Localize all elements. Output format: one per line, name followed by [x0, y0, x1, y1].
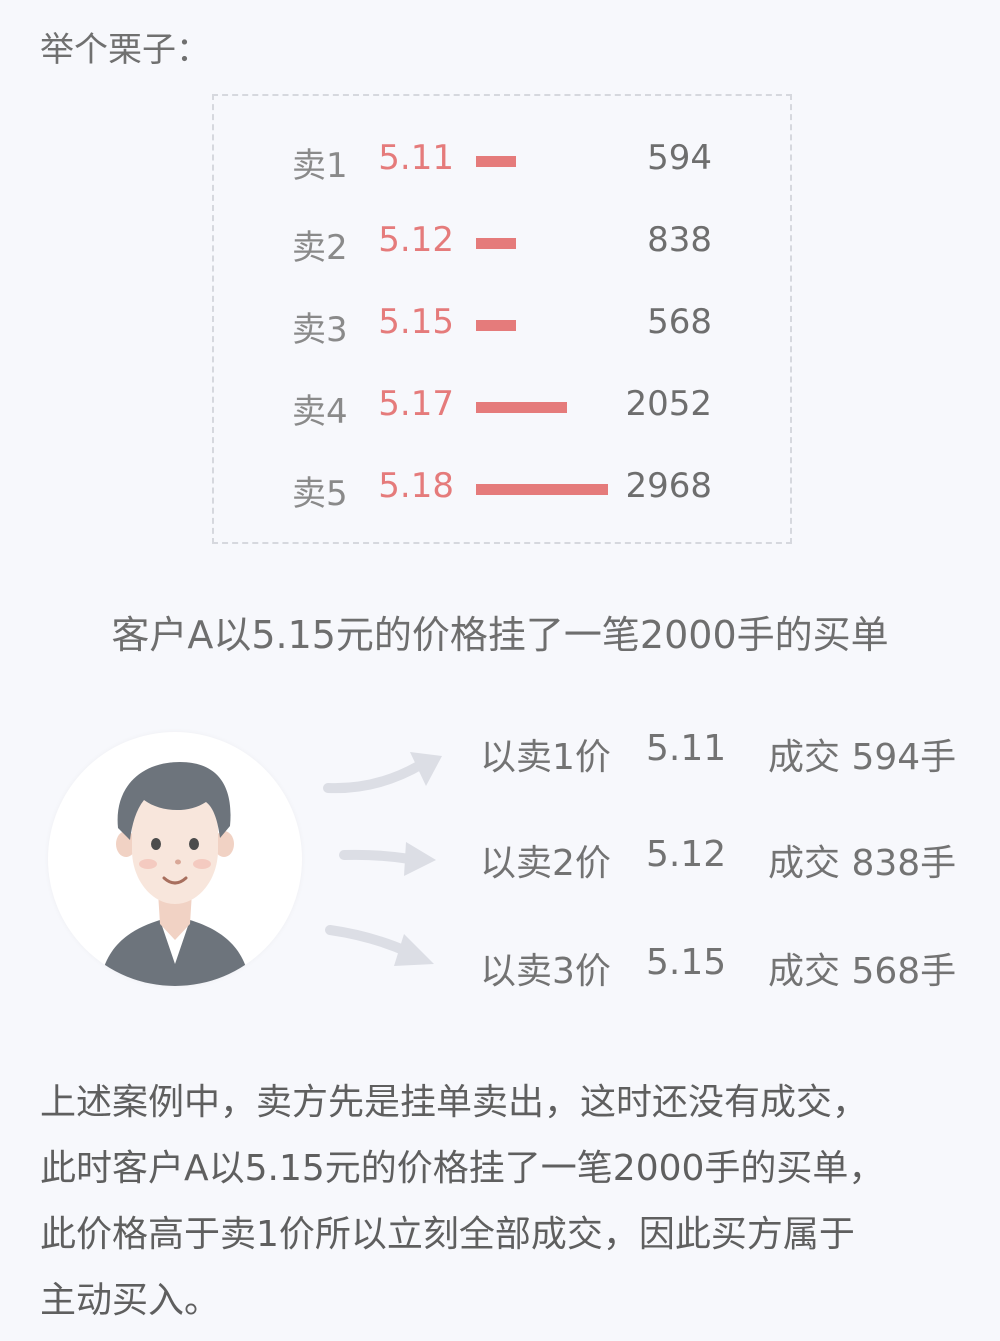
order-book-row: 卖1 5.11 594	[214, 132, 790, 186]
arrow-down-right-icon	[325, 925, 434, 966]
ask-volume: 568	[647, 302, 712, 342]
order-book-row: 卖4 5.17 2052	[214, 378, 790, 432]
volume-bar	[476, 320, 516, 331]
trade-level-label: 以卖3价	[480, 951, 611, 992]
summary-line: 主动买入。	[40, 1280, 221, 1321]
trade-line: 以卖3价 5.15 成交 568手	[480, 942, 1000, 1002]
ask-level-label: 卖2	[292, 228, 348, 268]
volume-bar	[476, 484, 608, 495]
ask-volume: 2052	[625, 384, 712, 424]
ask-level-label: 卖5	[292, 474, 348, 514]
trade-price: 5.11	[646, 728, 727, 769]
ask-volume: 2968	[625, 466, 712, 506]
volume-bar	[476, 402, 567, 413]
trade-level-label: 以卖2价	[480, 843, 611, 884]
trade-deal: 成交 568手	[768, 951, 957, 992]
order-book-panel: 卖1 5.11 594 卖2 5.12 838 卖3 5.15 568 卖4 5…	[212, 94, 792, 544]
summary-line: 上述案例中，卖方先是挂单卖出，这时还没有成交，	[40, 1082, 869, 1123]
trade-level-label: 以卖1价	[480, 737, 611, 778]
ask-price: 5.11	[378, 138, 454, 178]
ask-price: 5.17	[378, 384, 454, 424]
trade-deal: 成交 594手	[768, 737, 957, 778]
order-caption: 客户A以5.15元的价格挂了一笔2000手的买单	[111, 613, 889, 657]
order-book-row: 卖2 5.12 838	[214, 214, 790, 268]
ask-level-label: 卖1	[292, 146, 348, 186]
volume-bar	[476, 238, 516, 249]
ask-volume: 594	[647, 138, 712, 178]
summary-line: 此时客户A以5.15元的价格挂了一笔2000手的买单，	[40, 1148, 885, 1189]
ask-price: 5.12	[378, 220, 454, 260]
summary-paragraph: 上述案例中，卖方先是挂单卖出，这时还没有成交， 此时客户A以5.15元的价格挂了…	[40, 1070, 970, 1334]
ask-level-label: 卖3	[292, 310, 348, 350]
volume-bar	[476, 156, 516, 167]
summary-line: 此价格高于卖1价所以立刻全部成交，因此买方属于	[40, 1214, 855, 1255]
trade-price: 5.15	[646, 942, 727, 983]
order-book-row: 卖5 5.18 2968	[214, 460, 790, 514]
ask-price: 5.18	[378, 466, 454, 506]
order-book-row: 卖3 5.15 568	[214, 296, 790, 350]
trade-price: 5.12	[646, 834, 727, 875]
ask-volume: 838	[647, 220, 712, 260]
trade-line: 以卖2价 5.12 成交 838手	[480, 834, 1000, 894]
trade-line: 以卖1价 5.11 成交 594手	[480, 728, 1000, 788]
intro-text: 举个栗子：	[40, 30, 210, 70]
arrow-up-right-icon	[323, 752, 442, 794]
businessman-avatar-icon	[48, 732, 302, 986]
trade-deal: 成交 838手	[768, 843, 957, 884]
arrow-right-icon	[339, 842, 436, 876]
ask-price: 5.15	[378, 302, 454, 342]
ask-level-label: 卖4	[292, 392, 348, 432]
